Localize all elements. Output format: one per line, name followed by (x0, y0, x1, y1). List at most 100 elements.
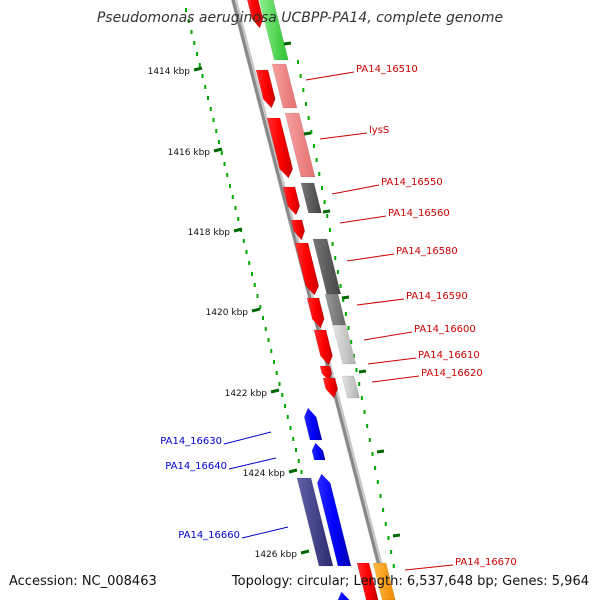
kbp-tick-label: 1416 kbp (168, 148, 211, 158)
track-dot (297, 60, 299, 64)
gene-block-red (266, 117, 294, 179)
track-dot (326, 214, 329, 218)
track-dot (300, 470, 303, 474)
track-dot (223, 162, 226, 166)
gene-block-pink (271, 63, 298, 109)
track-dot (242, 239, 245, 243)
track-dot (336, 270, 339, 274)
track-dot (231, 195, 234, 199)
kbp-tick-mark (300, 549, 310, 555)
track-dot (352, 354, 355, 358)
kbp-tick-label: 1424 kbp (243, 469, 286, 479)
track-tick-mark (358, 369, 367, 374)
gene-block-red (294, 242, 320, 296)
track-dot (187, 19, 190, 23)
label-leader-line (367, 357, 417, 365)
track-dot (382, 508, 385, 512)
kbp-tick-mark (193, 66, 203, 72)
gene-block-blue (303, 407, 323, 441)
track-tick-mark (322, 209, 331, 214)
track-dot (226, 173, 229, 177)
track-dot (374, 466, 377, 470)
gene-label: PA14_16550 (381, 177, 443, 188)
gene-block-blue (337, 591, 350, 600)
track-dot (292, 437, 295, 441)
track-dot (363, 410, 366, 414)
topology-text: Topology: circular; Length: 6,537,648 bp… (231, 574, 589, 589)
track-dot (368, 438, 371, 442)
kbp-tick-label: 1422 kbp (225, 389, 268, 399)
track-dot (253, 283, 256, 287)
genome-title: Pseudomonas aeruginosa UCBPP-PA14, compl… (96, 10, 504, 26)
gene-label: PA14_16670 (455, 557, 517, 568)
gene-label: PA14_16640 (165, 461, 227, 472)
track-dot (275, 371, 278, 375)
gene-block-navy (296, 477, 334, 567)
gene-label: PA14_16610 (418, 350, 480, 361)
gene-label: PA14_16600 (414, 324, 476, 335)
track-dot (281, 393, 284, 397)
track-dot (344, 312, 347, 316)
track-dot (304, 102, 307, 106)
kbp-tick-label: 1426 kbp (255, 550, 298, 560)
gene-label: PA14_16590 (406, 291, 468, 302)
track-dot (328, 228, 331, 232)
track-dot (334, 256, 337, 260)
track-dot (234, 206, 237, 210)
track-dot (270, 349, 273, 353)
track-dot (273, 360, 275, 364)
track-dot (358, 382, 361, 386)
track-dot (267, 338, 270, 342)
gene-label: PA14_16660 (178, 530, 240, 541)
gene-label: PA14_16620 (421, 368, 483, 379)
track-dot (284, 404, 286, 408)
gene-block-dark-gray (312, 238, 342, 295)
track-dot (339, 284, 342, 288)
label-leader-line (331, 184, 380, 195)
track-dot (371, 452, 374, 456)
label-leader-line (356, 298, 405, 306)
track-dot (248, 261, 251, 265)
track-dot (212, 118, 215, 122)
track-dot (193, 41, 196, 45)
gene-block-light-gray (341, 375, 360, 399)
gene-block-red (356, 562, 379, 600)
kbp-tick-mark (213, 147, 223, 153)
gene-block-light-gray (332, 324, 357, 365)
accession-text: Accession: NC_008463 (9, 574, 157, 589)
gene-label: PA14_16560 (388, 208, 450, 219)
gene-block-orange (372, 562, 396, 600)
gene-block-red (290, 219, 306, 241)
track-dot (312, 144, 315, 148)
gene-block-red (246, 0, 264, 29)
label-leader-line (363, 331, 413, 341)
gene-block-red (306, 297, 325, 329)
track-dot (379, 494, 382, 498)
gene-block-green (258, 0, 289, 61)
gene-block-red (313, 329, 333, 366)
track-dot (264, 327, 267, 331)
track-dot (310, 130, 313, 134)
track-dot (299, 74, 302, 78)
track-dot (237, 217, 240, 221)
track-dot (331, 242, 334, 246)
track-dot (360, 396, 363, 400)
track-dot (207, 96, 209, 100)
track-dot (209, 107, 212, 111)
track-dot (318, 172, 321, 176)
label-leader-line (319, 132, 368, 140)
gene-label: PA14_16510 (356, 64, 418, 75)
track-dot (297, 459, 300, 463)
gene-block-red (319, 365, 333, 381)
gene-block-red (322, 377, 339, 399)
gene-label: lysS (369, 125, 389, 136)
gene-block-red (282, 186, 301, 216)
track-tick-mark (303, 131, 312, 136)
track-dot (366, 424, 369, 428)
kbp-tick-label: 1414 kbp (148, 67, 191, 77)
track-dot (218, 140, 220, 144)
track-dot (289, 426, 292, 430)
label-leader-line (241, 526, 289, 539)
